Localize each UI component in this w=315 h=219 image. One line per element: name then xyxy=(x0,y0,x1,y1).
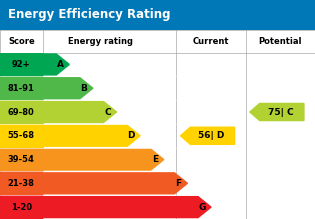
Polygon shape xyxy=(43,54,69,75)
Polygon shape xyxy=(250,103,304,121)
Bar xyxy=(0,171,43,195)
Text: Energy Efficiency Rating: Energy Efficiency Rating xyxy=(8,8,170,21)
Polygon shape xyxy=(180,127,235,144)
Bar xyxy=(0,76,43,100)
Polygon shape xyxy=(43,197,211,217)
Polygon shape xyxy=(43,102,117,122)
Text: 69-80: 69-80 xyxy=(8,108,35,117)
Text: C: C xyxy=(104,108,111,117)
Text: 55-68: 55-68 xyxy=(8,131,35,140)
Text: Current: Current xyxy=(193,37,229,46)
Polygon shape xyxy=(43,125,140,146)
Polygon shape xyxy=(43,173,187,194)
Text: G: G xyxy=(198,203,206,212)
Bar xyxy=(0,195,43,219)
Text: D: D xyxy=(127,131,135,140)
Polygon shape xyxy=(43,78,93,99)
Text: 21-38: 21-38 xyxy=(8,179,35,188)
Text: Score: Score xyxy=(8,37,35,46)
Bar xyxy=(0,100,43,124)
Text: 81-91: 81-91 xyxy=(8,84,35,93)
Text: 75| C: 75| C xyxy=(268,108,294,117)
Text: 39-54: 39-54 xyxy=(8,155,35,164)
Bar xyxy=(0,0,315,30)
Text: 56| D: 56| D xyxy=(198,131,225,140)
Text: A: A xyxy=(57,60,64,69)
Bar xyxy=(0,148,43,171)
Text: Energy rating: Energy rating xyxy=(68,37,133,46)
Text: E: E xyxy=(152,155,158,164)
Text: Potential: Potential xyxy=(259,37,302,46)
Text: 1-20: 1-20 xyxy=(11,203,32,212)
Text: 92+: 92+ xyxy=(12,60,31,69)
Bar xyxy=(0,53,43,76)
Text: B: B xyxy=(80,84,87,93)
Bar xyxy=(0,124,43,148)
Polygon shape xyxy=(43,149,164,170)
Text: F: F xyxy=(175,179,181,188)
